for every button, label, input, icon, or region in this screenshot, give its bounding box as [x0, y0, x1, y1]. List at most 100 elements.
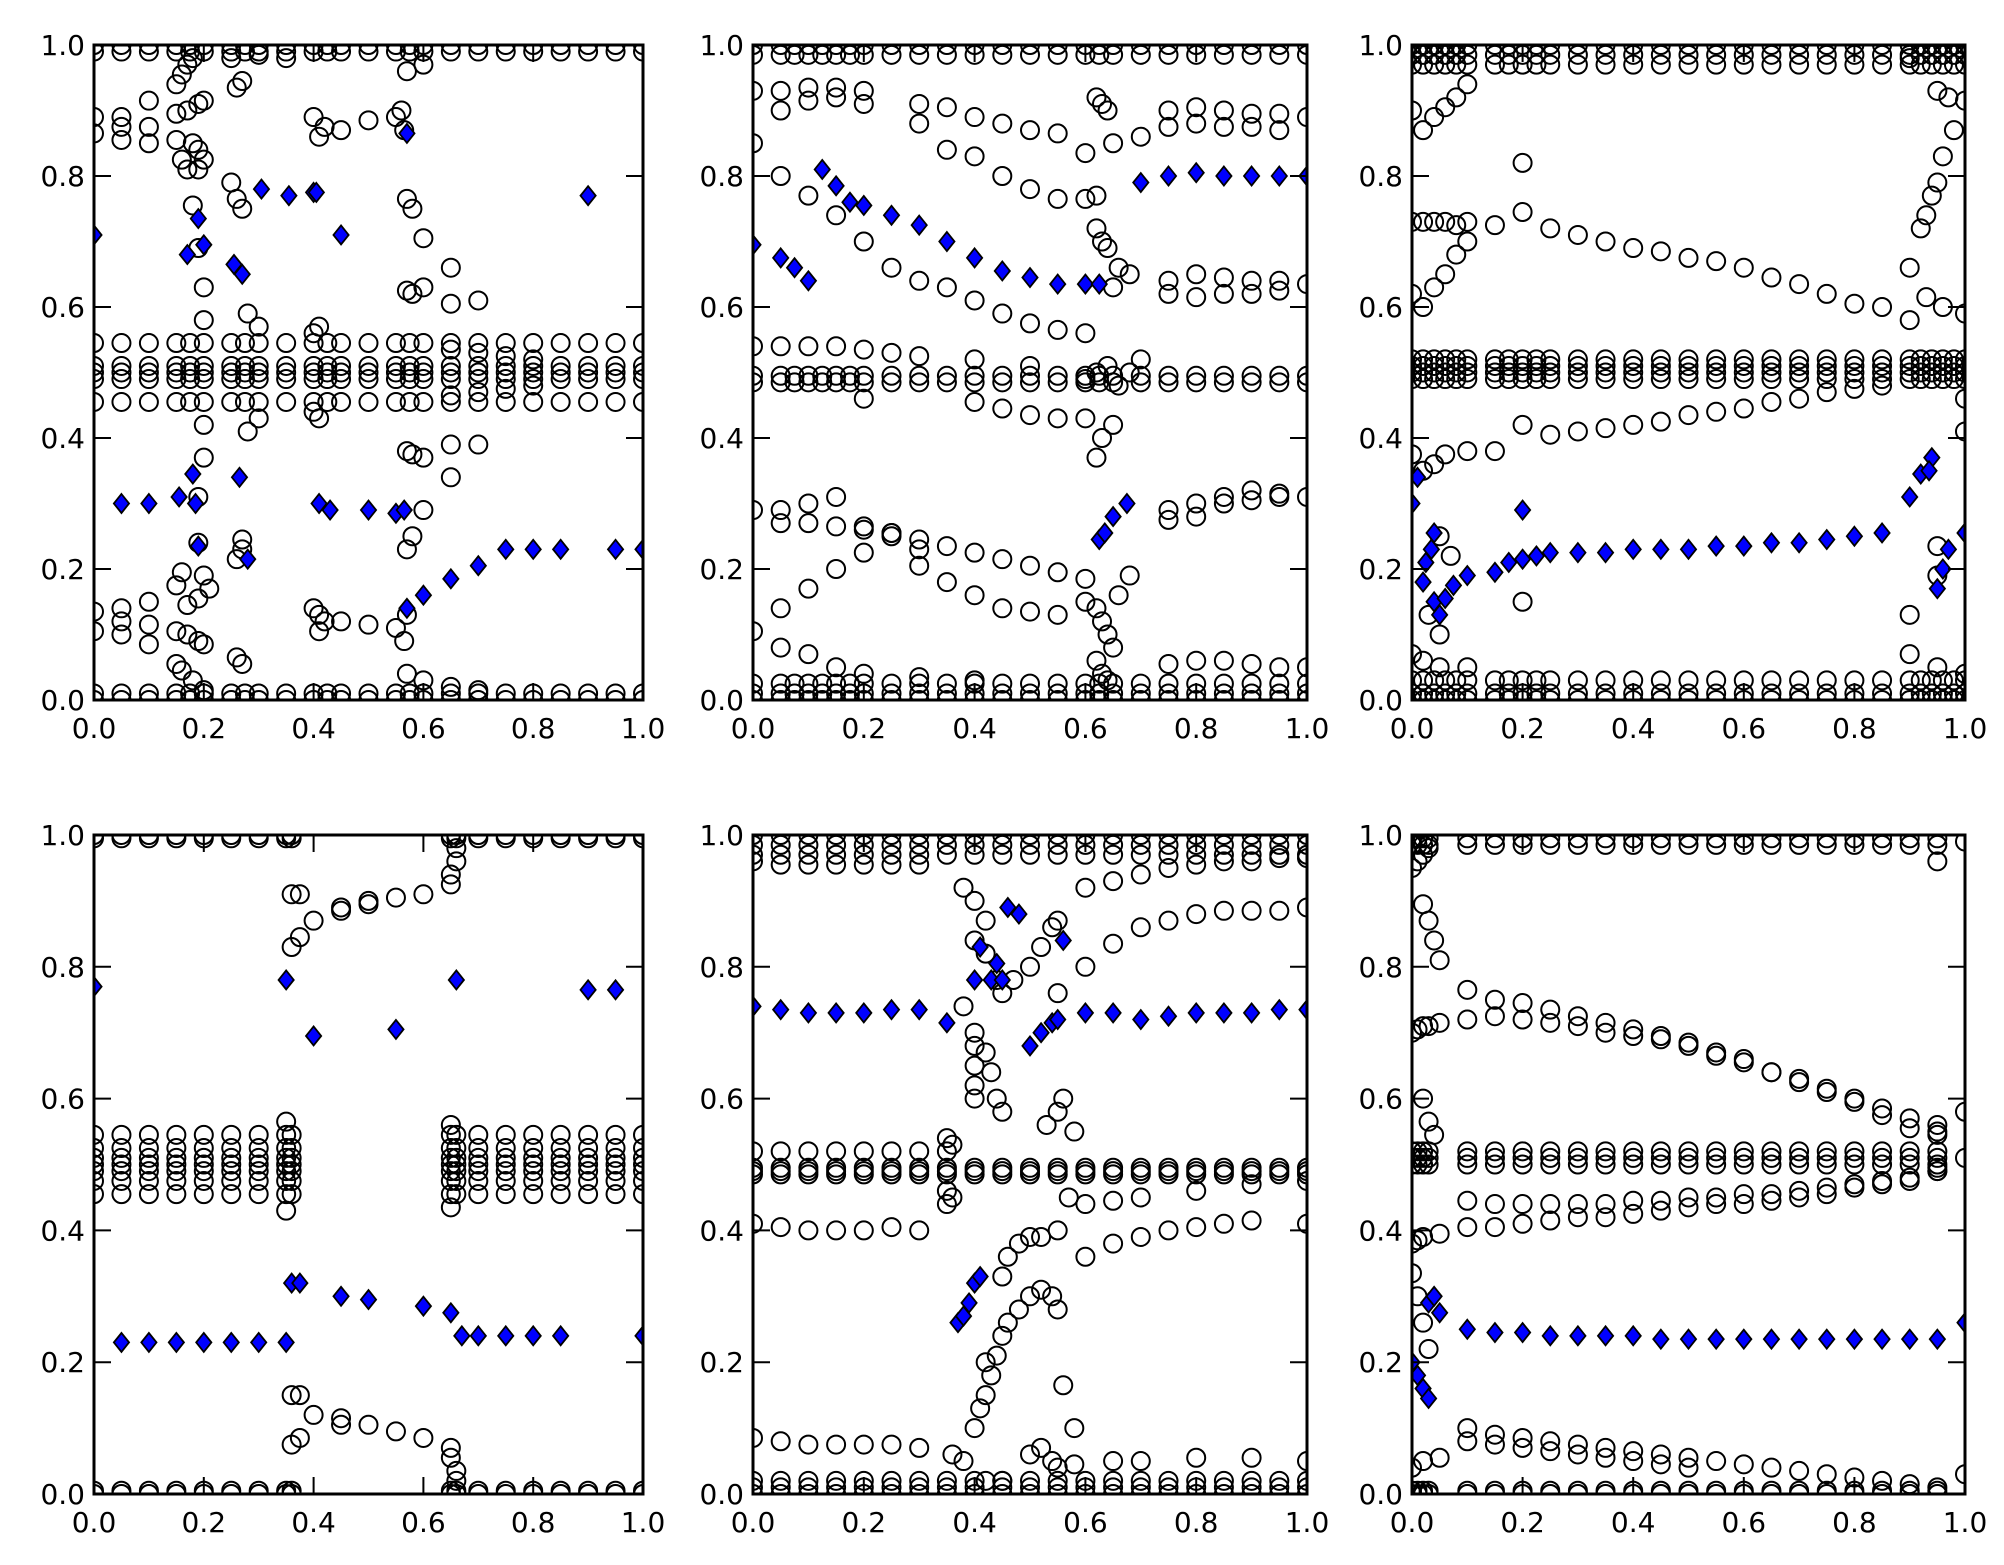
- circle-point: [402, 283, 423, 304]
- circle-point: [1186, 365, 1207, 386]
- circle-point: [248, 1124, 269, 1145]
- circle-point: [1595, 1141, 1616, 1162]
- diamond-point: [112, 1331, 131, 1354]
- circle-point: [550, 1154, 571, 1175]
- axes-frame: [1410, 833, 1967, 1496]
- circle-point: [111, 333, 132, 354]
- circle-point: [468, 342, 489, 363]
- diamond-point: [222, 1331, 241, 1354]
- circle-point: [440, 874, 461, 895]
- circle-point: [1595, 45, 1616, 55]
- circle-point: [1733, 1154, 1754, 1175]
- circle-point: [1412, 1154, 1422, 1175]
- circle-point: [1943, 355, 1964, 376]
- circle-point: [853, 231, 874, 252]
- circle-point: [1097, 100, 1118, 121]
- y-tick-label: 0.4: [1358, 422, 1403, 455]
- circle-point: [1484, 1484, 1505, 1494]
- circle-point: [495, 333, 516, 354]
- circle-point: [1457, 1190, 1478, 1211]
- circle-point: [1413, 670, 1434, 691]
- circle-point: [281, 1147, 302, 1168]
- diamond-point: [1430, 1301, 1449, 1324]
- circle-point: [605, 1484, 626, 1494]
- circle-point: [936, 1470, 957, 1491]
- circle-point: [1418, 1154, 1439, 1175]
- y-tick-label: 1.0: [1358, 819, 1403, 852]
- y-tick-label: 0.0: [1358, 684, 1403, 717]
- circle-point: [1943, 120, 1964, 141]
- circle-point: [1269, 372, 1290, 393]
- circle-point: [605, 835, 626, 845]
- diamond-point: [1048, 1008, 1067, 1031]
- circle-point: [1130, 45, 1151, 55]
- diamonds-series: [753, 896, 1307, 1334]
- circle-point: [992, 1477, 1013, 1494]
- circle-point: [1910, 683, 1931, 700]
- circle-point: [495, 1170, 516, 1191]
- circle-point: [770, 1484, 791, 1494]
- circle-point: [468, 355, 489, 376]
- circle-point: [1158, 653, 1179, 674]
- diamond-point: [1735, 1328, 1753, 1351]
- diamond-point: [249, 1331, 268, 1354]
- diamond-point: [910, 214, 928, 237]
- circle-point: [495, 369, 516, 390]
- circle-point: [221, 1124, 242, 1145]
- circle-point: [1297, 1477, 1307, 1494]
- circle-point: [1429, 624, 1450, 645]
- circle-point: [1020, 313, 1040, 334]
- circle-point: [1119, 565, 1140, 586]
- circle-point: [523, 362, 544, 383]
- circle-point: [753, 500, 763, 521]
- circle-point: [1567, 1480, 1588, 1494]
- diamond-point: [1652, 1328, 1670, 1351]
- circle-point: [446, 835, 467, 845]
- circle-point: [1678, 369, 1699, 390]
- circle-point: [1412, 369, 1422, 390]
- circle-point: [1412, 444, 1422, 465]
- circle-point: [1457, 690, 1478, 700]
- diamond-point: [1900, 1328, 1919, 1351]
- diamond-point: [993, 969, 1012, 991]
- diamond-point: [1430, 603, 1449, 626]
- circle-point: [1899, 257, 1920, 278]
- diamond-point: [1444, 574, 1463, 597]
- circle-point: [1932, 355, 1953, 376]
- circle-point: [1910, 349, 1931, 370]
- diamond-point: [1458, 1318, 1477, 1341]
- circle-point: [1943, 369, 1964, 390]
- circle-point: [1457, 441, 1478, 462]
- x-tick-label: 0.4: [291, 712, 336, 745]
- circle-point: [853, 388, 874, 409]
- circle-point: [1844, 1091, 1865, 1112]
- circle-point: [1020, 120, 1040, 141]
- circle-point: [193, 1124, 214, 1145]
- circle-point: [992, 690, 1013, 700]
- diamond-point: [1414, 571, 1432, 594]
- circle-point: [1457, 349, 1478, 370]
- circle-point: [1512, 591, 1533, 612]
- circle-point: [909, 555, 930, 576]
- circle-point: [1650, 241, 1671, 262]
- circle-point: [578, 835, 599, 845]
- circle-point: [276, 333, 297, 354]
- circle-point: [1484, 1154, 1505, 1175]
- circle-point: [468, 1138, 489, 1159]
- circle-point: [1650, 1484, 1671, 1494]
- circle-point: [798, 578, 819, 599]
- circle-point: [1678, 355, 1699, 376]
- circle-point: [1733, 257, 1754, 278]
- circle-point: [1844, 355, 1865, 376]
- circle-point: [1020, 555, 1040, 576]
- diamond-point: [1021, 1034, 1039, 1057]
- circle-point: [1075, 408, 1096, 429]
- circle-point: [1595, 231, 1616, 252]
- circle-point: [1623, 1190, 1644, 1211]
- circle-point: [753, 1157, 763, 1178]
- circle-point: [1932, 690, 1953, 700]
- x-tick-label: 0.4: [952, 1506, 997, 1539]
- circle-point: [1650, 1147, 1671, 1168]
- circle-point: [1526, 690, 1547, 700]
- circle-point: [1623, 1203, 1644, 1224]
